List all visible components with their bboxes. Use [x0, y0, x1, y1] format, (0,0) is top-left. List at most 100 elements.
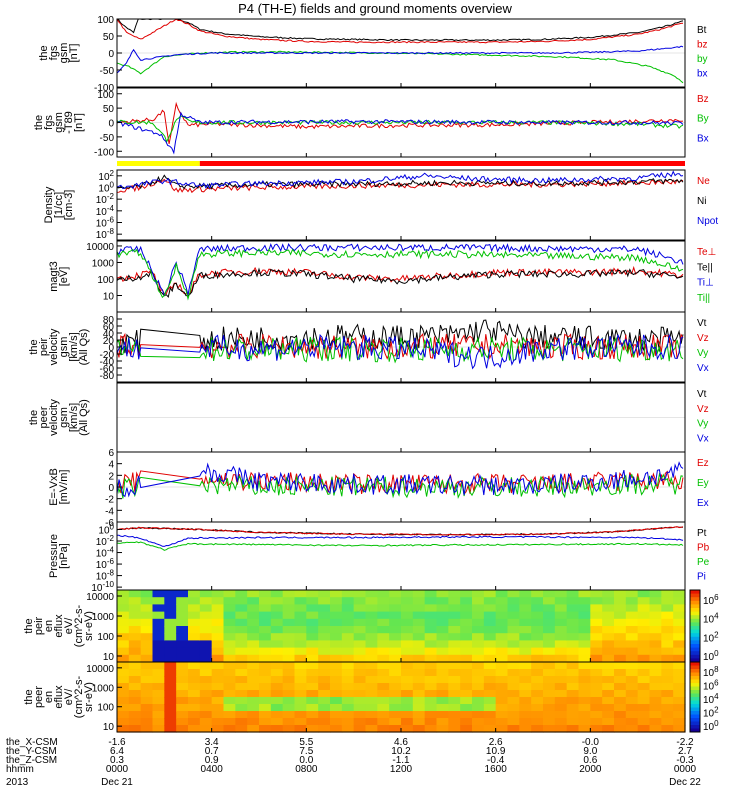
peer_spec-cell [436, 683, 449, 691]
peer_spec-cell [199, 697, 213, 705]
peir_spec-cell [578, 633, 591, 641]
peer_spec-cell [507, 725, 520, 733]
pressure-ytick-label: 10-4 [96, 546, 115, 560]
footer-value: 2.6 [489, 737, 503, 748]
peer_spec-cell [294, 690, 307, 698]
peer_spec-cell [566, 683, 580, 691]
peir_spec-cell [282, 633, 296, 641]
peir_spec-cell [199, 611, 213, 620]
peir_spec-cell [294, 647, 307, 656]
peir_spec-cell [673, 597, 686, 605]
peer_spec-cell [235, 669, 248, 677]
peir_spec-ytick-label: 10000 [86, 592, 114, 603]
peer_spec-cell [507, 683, 520, 691]
peer_spec-cell [365, 711, 378, 719]
peer_spec-cell [531, 690, 544, 698]
peer_spec-cell [602, 718, 615, 726]
efield-ytick-label: 4 [108, 460, 114, 471]
peir_spec-colorbar-segment [690, 654, 700, 659]
peer_spec-cell [625, 711, 639, 719]
peir_spec-cell [247, 597, 260, 605]
pressure-ytick-label: 10-10 [91, 580, 114, 594]
peir_spec-cell [401, 633, 414, 641]
peer_spec-cell [472, 718, 485, 726]
peir_spec-cell [211, 654, 225, 663]
peir_spec-cell [176, 604, 189, 613]
peer_velocity-legend-item: Vt [697, 389, 707, 400]
peer_spec-cell [330, 676, 343, 684]
peer_spec-cell [330, 711, 343, 719]
peer_spec-ylabel-line: en [43, 691, 55, 703]
peer_spec-cell [128, 676, 142, 684]
peer_spec-colorbar-tick: 100 [703, 719, 719, 733]
peer_spec-cell [554, 683, 568, 691]
peir_spec-cell [128, 626, 142, 634]
peer_spec-cell [495, 711, 509, 719]
peer_spec-cell [661, 697, 674, 705]
peer_spec-cell [495, 683, 509, 691]
peer_spec-cell [554, 690, 568, 698]
peir_spec-cell [460, 640, 473, 649]
peir_spec-cell [472, 597, 485, 605]
peir_spec-cell [637, 640, 651, 649]
peer_spec-cell [223, 704, 236, 712]
peir_spec-cell [661, 654, 674, 663]
peer_spec-cell [554, 676, 568, 684]
fgs_sub-legend-item: By [697, 114, 709, 125]
peir_spec-cell [578, 647, 591, 656]
peer_spec-cell [649, 676, 662, 684]
peer_spec-cell [377, 669, 390, 677]
peer_spec-cell [661, 676, 674, 684]
peir_spec-cell [625, 611, 639, 620]
peer_spec-cell [353, 662, 367, 670]
peir_spec-cell [389, 647, 402, 656]
peir_spec-cell [294, 640, 307, 649]
peer_spec-cell [389, 718, 402, 726]
peir_spec-cell [140, 647, 154, 656]
peir_spec-cell [270, 654, 284, 663]
peir_spec-cell [164, 640, 177, 649]
peir_spec-cell [318, 597, 331, 605]
peer_spec-cell [282, 718, 296, 726]
peir_spec-cell [661, 640, 674, 649]
peer_spec-colorbar-tick: 102 [703, 706, 719, 720]
peir_spec-cell [117, 626, 130, 634]
peer_spec-cell [566, 662, 580, 670]
peer_spec-cell [424, 718, 438, 726]
peir_velocity-series-Vy [116, 336, 684, 364]
peir_spec-cell [495, 604, 509, 613]
peer_spec-cell [128, 704, 142, 712]
peir_spec-cell [365, 597, 378, 605]
peer_spec-cell [566, 711, 580, 719]
peir_spec-cell [164, 647, 177, 656]
peer_spec-cell [318, 676, 331, 684]
peir_spec-cell [235, 633, 248, 641]
peer_spec-cell [673, 683, 686, 691]
peir_spec-cell [353, 590, 367, 598]
peir_spec-cell [117, 640, 130, 649]
peir_spec-cell [436, 611, 449, 620]
chart-title: P4 (TH-E) fields and ground moments over… [238, 1, 512, 16]
peir_spec-cell [637, 647, 651, 656]
peir_spec-cell [460, 647, 473, 656]
peer_spec-cell [649, 711, 662, 719]
peer_spec-cell [554, 704, 568, 712]
peir_spec-cell [472, 618, 485, 627]
peer_spec-cell [188, 690, 201, 698]
peir_spec-cell [436, 633, 449, 641]
peir_spec-cell [412, 597, 426, 605]
peir_spec-cell [282, 604, 296, 613]
pressure-series-Pi [117, 534, 684, 547]
peir_spec-cell [661, 590, 674, 598]
peir_spec-cell [247, 654, 260, 663]
peir_spec-cell [412, 654, 426, 663]
peer_spec-cell [412, 704, 426, 712]
peir_spec-cell [223, 618, 236, 627]
peer_spec-cell [472, 676, 485, 684]
peer_spec-cell [330, 697, 343, 705]
peir_spec-cell [673, 633, 686, 641]
peir_spec-ylabel-line: the [23, 618, 35, 633]
peir_spec-cell [661, 647, 674, 656]
peer_spec-cell [614, 718, 627, 726]
peir_spec-cell [365, 618, 378, 627]
